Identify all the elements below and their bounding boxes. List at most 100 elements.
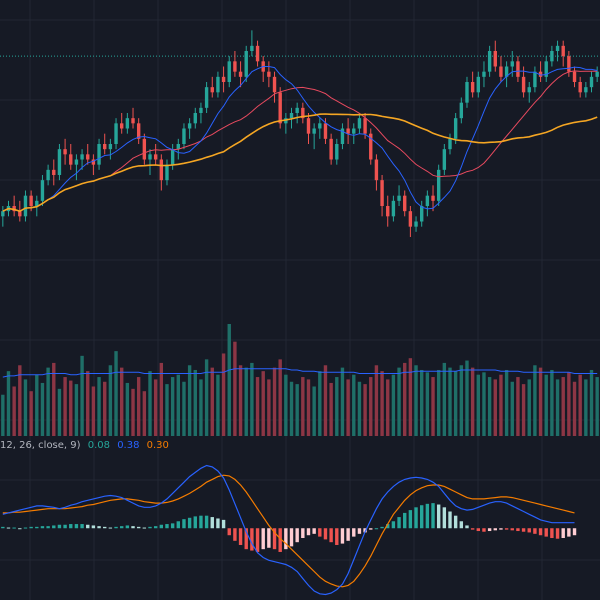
volume-bar — [261, 371, 265, 436]
macd-params: 12, 26, close, 9) — [0, 440, 81, 451]
volume-bar — [584, 379, 588, 436]
macd-histogram-bar — [340, 528, 345, 544]
candle-body — [442, 149, 447, 170]
volume-bar — [431, 377, 435, 436]
candle-body — [74, 159, 79, 165]
volume-bar — [86, 371, 90, 436]
macd-histogram-bar — [91, 525, 96, 529]
macd-histogram-bar — [80, 524, 84, 529]
candle-body — [35, 200, 39, 206]
volume-bar — [516, 377, 520, 436]
volume-bar — [448, 367, 452, 436]
candle-down — [408, 206, 413, 237]
candle-body — [527, 87, 531, 93]
volume-bar — [204, 359, 209, 436]
candle-up — [312, 123, 316, 150]
candle-up — [193, 107, 197, 129]
candle-body — [120, 123, 124, 129]
volume-bar — [80, 355, 84, 436]
candle-down — [153, 144, 158, 165]
macd-histogram-bar — [244, 528, 248, 550]
candle-up — [459, 97, 464, 124]
volume-bar — [380, 371, 384, 436]
macd-histogram-bar — [284, 528, 288, 550]
candle-body — [408, 211, 413, 227]
macd-histogram-bar — [397, 517, 401, 529]
candle-body — [187, 123, 192, 129]
candle-up — [482, 61, 486, 88]
macd-histogram-bar — [425, 503, 430, 529]
volume-bar — [521, 384, 526, 436]
candle-body — [357, 118, 362, 129]
macd-histogram-bar — [86, 524, 90, 529]
macd-histogram-bar — [216, 518, 220, 529]
volume-bar — [465, 360, 469, 436]
candle-body — [544, 61, 548, 77]
candle-body — [12, 206, 16, 212]
macd-histogram-bar — [420, 505, 424, 529]
candle-body — [567, 56, 571, 72]
candle-down — [301, 102, 305, 124]
volume-bar — [12, 386, 16, 436]
candle-body — [538, 71, 543, 77]
candle-up — [244, 45, 248, 82]
candle-up — [335, 138, 339, 165]
macd-line — [2, 464, 575, 596]
candle-body — [374, 159, 379, 181]
volume-bar — [250, 362, 254, 436]
macd-histogram-bar — [120, 526, 124, 529]
volume-bar — [572, 381, 577, 436]
volume-bar — [544, 374, 548, 436]
volume-bar — [165, 384, 169, 436]
macd-histogram-bar — [476, 528, 480, 532]
candle-down — [538, 61, 543, 82]
candle-down — [516, 56, 520, 82]
candle-body — [125, 118, 130, 129]
macd-histogram-bar — [436, 504, 441, 529]
candle-body — [521, 76, 526, 93]
macd-histogram-bar — [165, 524, 169, 529]
volume-bar — [136, 377, 141, 436]
candle-body — [578, 82, 582, 93]
volume-bar — [159, 362, 164, 436]
macd-pane — [1, 464, 577, 596]
volume-bar — [52, 362, 56, 436]
volume-bar — [436, 369, 441, 436]
candle-body — [86, 154, 90, 160]
macd-histogram-bar — [442, 507, 447, 529]
candle-body — [210, 87, 214, 93]
candle-up — [165, 159, 169, 186]
candle-body — [142, 138, 147, 160]
candle-down — [346, 118, 350, 144]
ma-slow-line — [2, 70, 598, 212]
candle-up — [584, 82, 588, 98]
candle-body — [244, 51, 248, 77]
macd-histogram-bar — [499, 528, 503, 530]
volume-bar — [18, 365, 22, 436]
macd-histogram-bar — [57, 524, 62, 529]
candle-body — [18, 211, 22, 217]
volume-bar — [221, 353, 226, 436]
macd-histogram-bar — [131, 526, 135, 529]
volume-bar — [493, 379, 497, 436]
candle-down — [52, 159, 56, 186]
candle-body — [386, 206, 390, 217]
candle-body — [431, 195, 435, 201]
volume-bar — [227, 324, 231, 436]
candle-down — [267, 61, 271, 88]
macd-histogram-bar — [357, 528, 362, 534]
candle-down — [63, 138, 67, 165]
candle-body — [148, 154, 152, 160]
candle-body — [425, 195, 430, 206]
ma-fast-line — [2, 66, 598, 212]
macd-histogram-bar — [52, 525, 56, 529]
macd-histogram-bar — [103, 526, 107, 529]
candle-body — [420, 206, 424, 222]
candle-down — [561, 40, 565, 67]
volume-bar — [74, 384, 79, 436]
volume-bar — [153, 379, 158, 436]
candle-up — [414, 216, 418, 232]
candle-up — [1, 206, 5, 227]
candle-body — [335, 144, 339, 160]
